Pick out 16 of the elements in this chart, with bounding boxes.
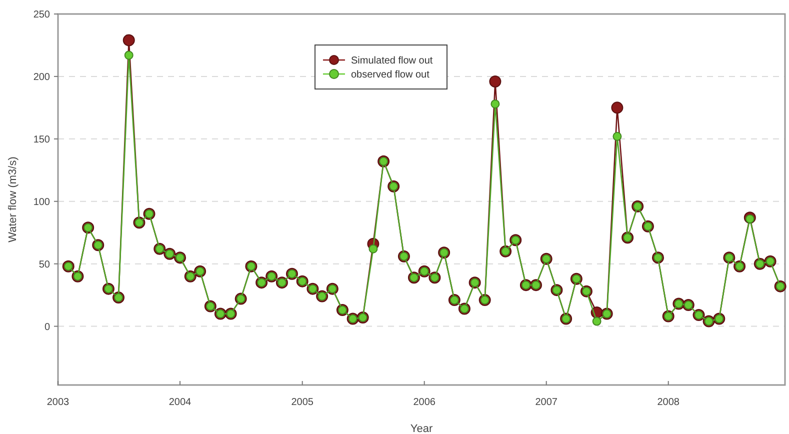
y-tick-label: 100: [33, 196, 50, 208]
y-tick-label: 200: [33, 72, 50, 83]
legend-label: observed flow out: [351, 70, 430, 80]
y-tick-label: 50: [38, 259, 50, 270]
x-tick-label: 2006: [413, 397, 436, 408]
x-tick-label: 2003: [46, 397, 70, 408]
x-tick-label: 2007: [535, 397, 558, 408]
y-axis-title: Water flow (m3/s): [7, 156, 19, 242]
x-tick-label: 2004: [168, 397, 192, 408]
x-tick-label: 2008: [657, 397, 680, 408]
x-axis-title: Year: [410, 423, 433, 434]
legend-label: Simulated flow out: [351, 56, 433, 66]
y-tick-label: 250: [33, 10, 50, 20]
y-tick-label: 150: [33, 134, 50, 146]
x-tick-label: 2005: [291, 397, 314, 408]
y-tick-label: 0: [44, 322, 50, 333]
